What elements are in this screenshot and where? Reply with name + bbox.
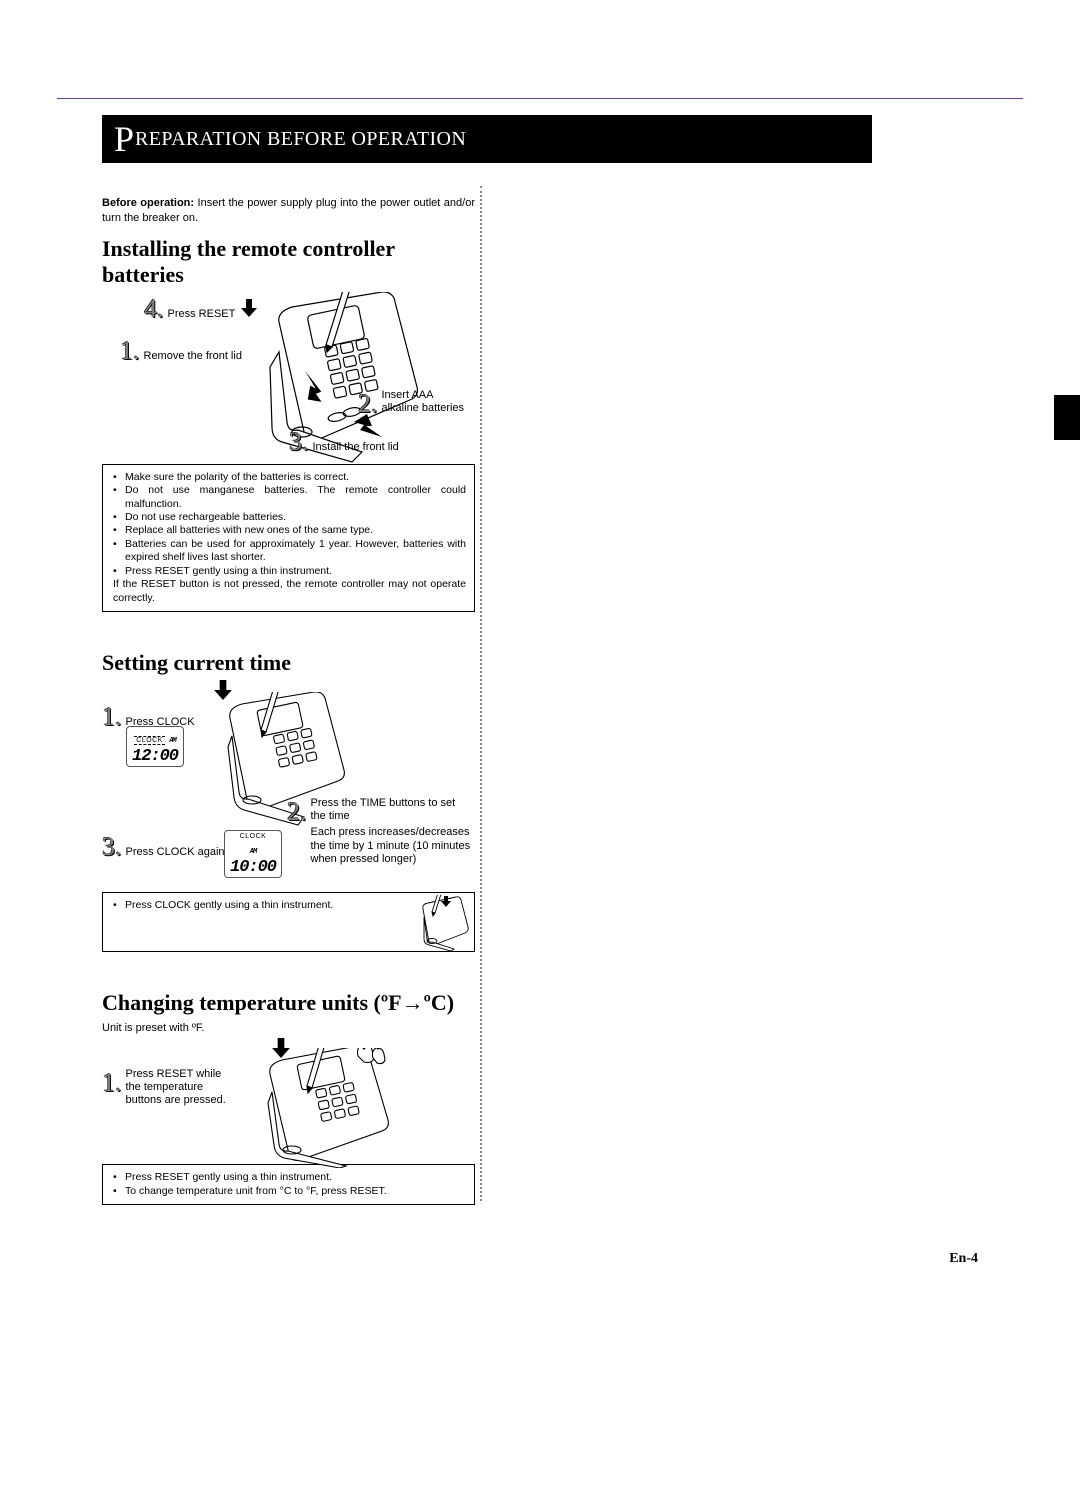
s1-note-1: Do not use manganese batteries. The remo… [125,484,466,511]
s2-step2-num: 2. [287,797,307,827]
remote-illustration-3 [242,1048,402,1168]
lcd2-top: CLOCK [230,833,276,840]
s3-step1-label: Press RESET while the temperature button… [126,1068,236,1108]
s1-note-3: Replace all batteries with new ones of t… [125,524,466,537]
lcd-clock-1: CLOCK AM 12:00 [126,726,184,767]
lcd2-digits: 10:00 [230,858,276,877]
s1-note-2: Do not use rechargeable batteries. [125,511,466,524]
lcd2-am: AM [250,848,256,856]
left-column: Before operation: Insert the power suppl… [102,183,475,1205]
s3-note-0: Press RESET gently using a thin instrume… [125,1171,466,1184]
lcd1-top: CLOCK [134,736,165,745]
s3-step1-num: 1. [102,1068,122,1098]
section2-diagram: 1. Press CLOCK CLOCK AM12:00 2. Press th… [102,682,475,892]
s2-step-3: 3. Press CLOCK again [102,832,225,862]
step1-num: 1. [120,336,140,366]
section1-diagram: 4. Press RESET 1. Remove the front lid 2… [102,294,475,464]
page-content: P REPARATION BEFORE OPERATION [102,98,872,163]
before-op-bold: Before operation: [102,197,194,209]
step2-label-b: alkaline batteries [382,402,465,415]
side-tab [1054,395,1080,440]
step3-num: 3. [289,427,309,457]
banner-cap: P [114,121,134,157]
section1-notes: Make sure the polarity of the batteries … [102,464,475,612]
s2-step3-num: 3. [102,832,122,862]
s2-step1-num: 1. [102,702,122,732]
section3-diagram: 1. Press RESET while the temperature but… [102,1044,475,1164]
s2-step2-sub: Each press increases/decreases the time … [311,826,471,866]
section3-title: Changing temperature units (ºF→ºC) [102,990,475,1016]
banner-rest: REPARATION BEFORE OPERATION [135,128,466,151]
step4-num: 4. [144,294,164,324]
step2-label-a: Insert AAA [382,389,465,402]
step-2: 2. Insert AAA alkaline batteries [358,389,464,419]
column-divider [480,186,482,1201]
lcd1-digits: 12:00 [132,747,178,766]
s2-step-2: 2. Press the TIME buttons to set the tim… [287,797,472,866]
step2-num: 2. [358,389,378,419]
step3-label: Install the front lid [313,441,399,454]
s1-note-0: Make sure the polarity of the batteries … [125,471,466,484]
step-3: 3. Install the front lid [289,427,399,457]
section3-preset: Unit is preset with ºF. [102,1022,475,1034]
section2-notes: Press CLOCK gently using a thin instrume… [102,892,475,952]
step-4: 4. Press RESET [144,294,257,324]
section3-notes: Press RESET gently using a thin instrume… [102,1164,475,1205]
s1-note-5: Press RESET gently using a thin instrume… [125,565,466,578]
before-operation-text: Before operation: Insert the power suppl… [102,196,475,226]
remote-illustration-small [414,895,470,951]
step-1: 1. Remove the front lid [120,336,242,366]
section-banner: P REPARATION BEFORE OPERATION [102,115,872,163]
s2-step3-label: Press CLOCK again [126,846,225,859]
s2-step2-label: Press the TIME buttons to set the time [311,797,471,823]
section1-title: Installing the remote controller batteri… [102,236,475,288]
step1-label: Remove the front lid [144,350,242,363]
arrow-down-icon [241,299,257,317]
lcd1-am: AM [169,737,175,745]
lcd-clock-2: CLOCK AM 10:00 [224,830,282,878]
s1-note-tail: If the RESET button is not pressed, the … [111,578,466,605]
step4-label: Press RESET [168,308,236,321]
s3-note-1: To change temperature unit from °C to °F… [125,1185,466,1198]
page-number: En-4 [949,1251,978,1267]
s1-note-4: Batteries can be used for approximately … [125,538,466,565]
section2-title: Setting current time [102,650,475,676]
s3-step-1: 1. Press RESET while the temperature but… [102,1068,242,1108]
